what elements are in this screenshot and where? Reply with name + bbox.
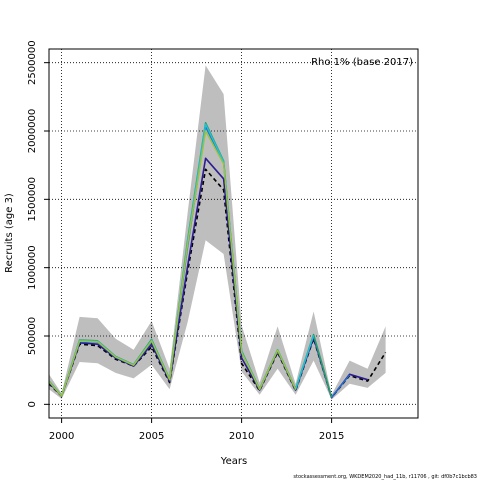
x-tick-label: 2000 — [49, 431, 74, 442]
x-axis: 2000 2005 2010 2015 — [49, 418, 344, 442]
y-tick-label: 0 — [27, 401, 38, 407]
plot-frame — [48, 48, 419, 419]
confidence-band — [49, 65, 386, 400]
y-axis-label: Recruits (age 3) — [4, 193, 15, 273]
y-axis: 0 500000 1000000 1500000 2000000 2500000 — [27, 40, 49, 407]
y-tick-label: 1000000 — [27, 245, 38, 290]
x-tick-label: 2015 — [319, 431, 344, 442]
x-tick-label: 2005 — [139, 431, 164, 442]
x-axis-label: Years — [220, 456, 247, 467]
confidence-band-layer — [49, 65, 386, 400]
y-tick-label: 2500000 — [27, 40, 38, 85]
x-tick-label: 2010 — [229, 431, 254, 442]
y-tick-label: 500000 — [27, 317, 38, 355]
series-line-6 — [48, 130, 297, 397]
y-tick-label: 2000000 — [27, 109, 38, 154]
footer-note: stockassessment.org, WKDEM2020_had_11b, … — [293, 474, 477, 480]
y-tick-label: 1500000 — [27, 177, 38, 222]
series-layer — [48, 122, 387, 399]
rho-annotation: Rho 1% (base 2017) — [311, 57, 413, 68]
